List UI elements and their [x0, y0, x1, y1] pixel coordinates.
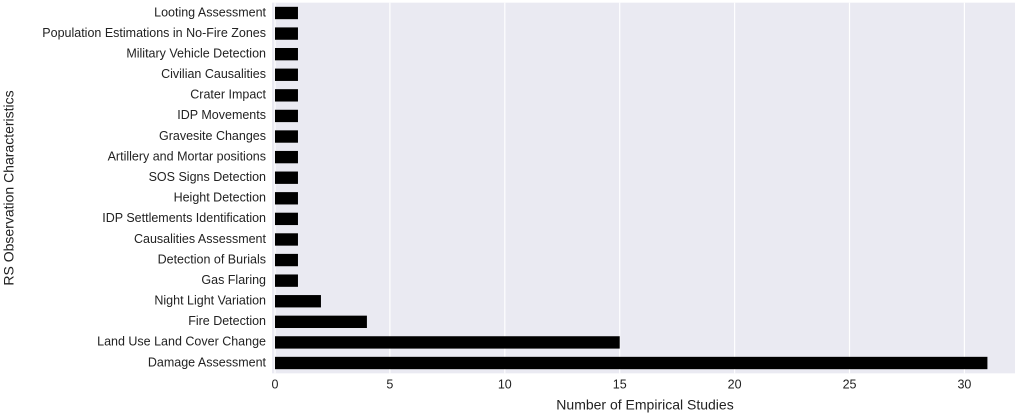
x-tick-label: 5 — [386, 378, 393, 392]
bar — [274, 109, 298, 123]
y-tick-label: SOS Signs Detection — [149, 170, 266, 184]
y-tick-label: Fire Detection — [188, 314, 266, 328]
y-tick-label: Gravesite Changes — [159, 129, 266, 143]
bar — [274, 27, 298, 40]
x-axis-label: Number of Empirical Studies — [556, 397, 733, 413]
y-tick-label: Gas Flaring — [201, 273, 266, 287]
bar — [274, 274, 298, 287]
y-tick-label: Crater Impact — [190, 88, 266, 102]
y-tick-label: Night Light Variation — [154, 294, 266, 308]
y-tick-label: Population Estimations in No-Fire Zones — [42, 26, 266, 40]
y-tick-label: IDP Settlements Identification — [102, 211, 266, 225]
bar — [274, 89, 298, 102]
y-tick-label: Land Use Land Cover Change — [97, 335, 266, 349]
y-tick-label: Looting Assessment — [154, 5, 266, 19]
x-tick-label: 15 — [613, 378, 627, 392]
x-tick-label: 25 — [843, 378, 857, 392]
y-tick-label: Artillery and Mortar positions — [108, 149, 266, 163]
x-tick-label: 10 — [498, 378, 512, 392]
bar — [274, 68, 298, 81]
y-tick-label: Detection of Burials — [158, 252, 266, 266]
bar — [274, 192, 298, 205]
y-tick-label: Damage Assessment — [148, 355, 267, 369]
bar — [274, 336, 620, 349]
y-tick-label: Military Vehicle Detection — [126, 46, 266, 60]
y-tick-label: Height Detection — [174, 191, 266, 205]
bar — [274, 6, 298, 20]
bar — [274, 212, 298, 226]
x-tick-label: 0 — [272, 378, 279, 392]
x-tick-label: 20 — [728, 378, 742, 392]
y-tick-label: Causalities Assessment — [134, 232, 267, 246]
bar — [274, 356, 988, 370]
bar — [274, 130, 298, 143]
bar — [274, 315, 367, 329]
bar — [274, 47, 298, 61]
x-tick-label: 30 — [957, 378, 971, 392]
bar — [274, 171, 298, 184]
bar — [274, 295, 321, 308]
y-axis-label: RS Observation Characteristics — [1, 90, 17, 285]
plot-area — [272, 2, 1015, 374]
bar — [274, 150, 298, 164]
bar — [274, 253, 298, 267]
y-tick-label: Civilian Causalities — [161, 67, 266, 81]
y-tick-label: IDP Movements — [177, 108, 266, 122]
bar — [274, 233, 298, 246]
